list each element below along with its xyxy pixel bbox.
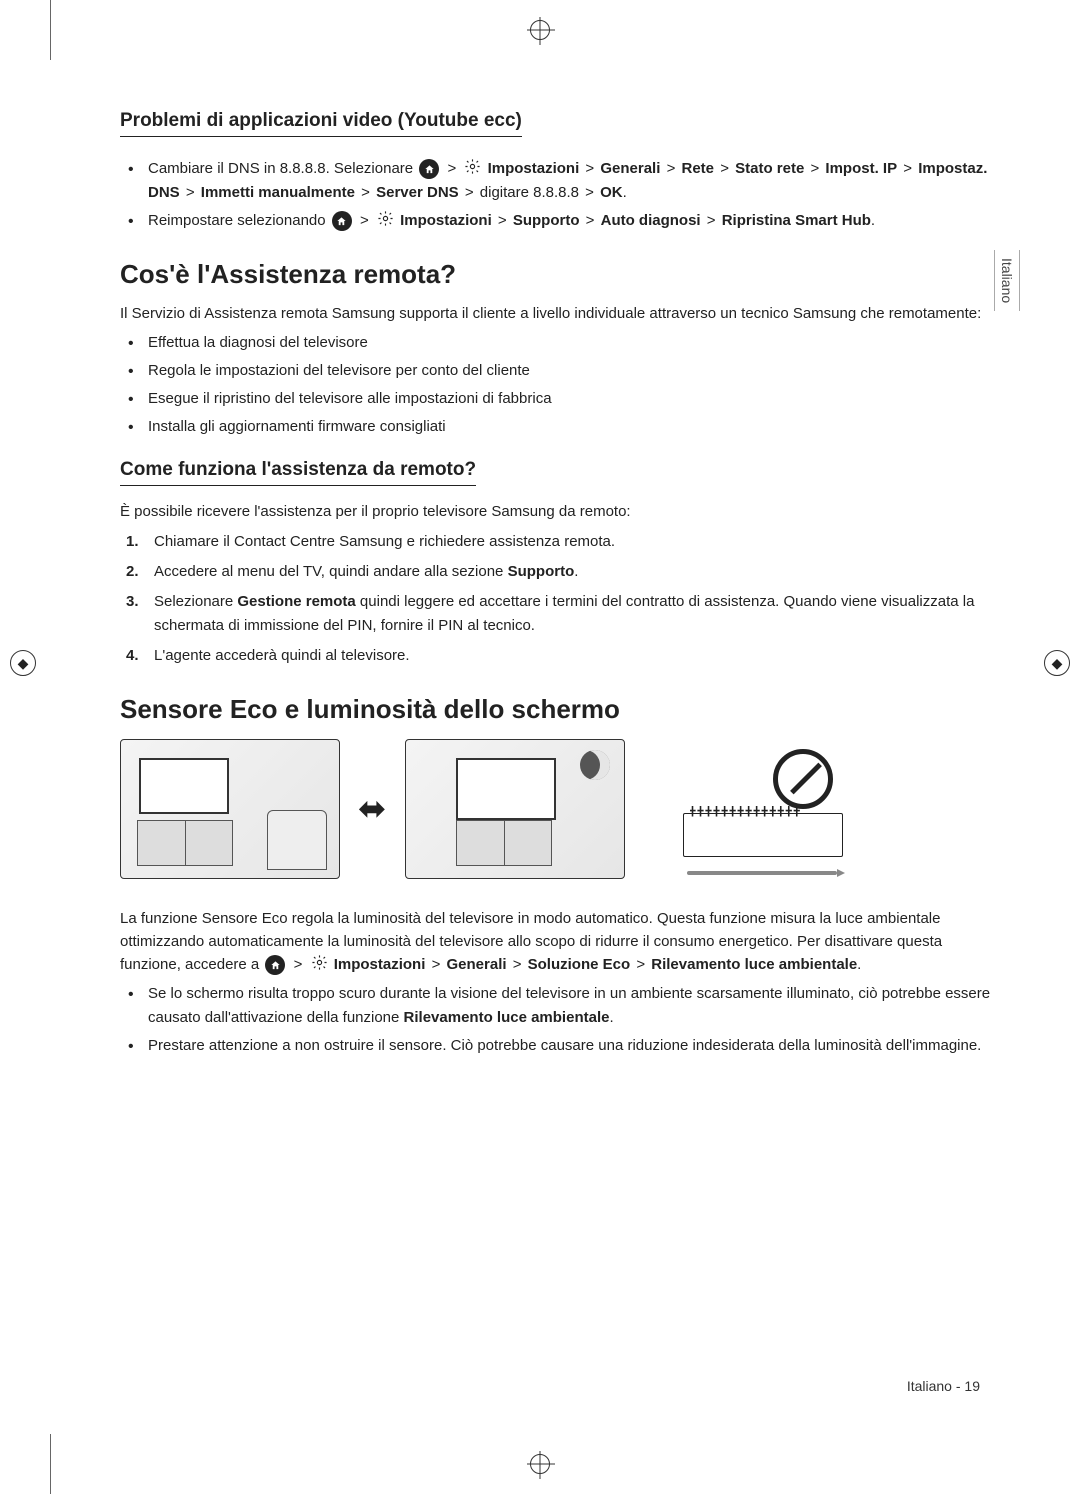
list-item: Regola le impostazioni del televisore pe… — [144, 359, 1000, 383]
path-seg: Auto diagnosi — [601, 212, 701, 229]
chevron: > — [361, 184, 370, 201]
step-item: Accedere al menu del TV, quindi andare a… — [144, 560, 1000, 584]
text: Selezionare — [154, 593, 237, 610]
list-item: Prestare attenzione a non ostruire il se… — [144, 1034, 1000, 1058]
chevron: > — [585, 160, 594, 177]
section-heading-eco-sensor: Sensore Eco e luminosità dello schermo — [120, 694, 1000, 725]
home-icon — [265, 955, 285, 975]
page-footer: Italiano - 19 — [907, 1378, 980, 1394]
registration-mark — [1044, 650, 1070, 676]
home-icon — [332, 211, 352, 231]
text: digitare 8.8.8.8 — [480, 184, 583, 201]
section-heading-how-remote: Come funziona l'assistenza da remoto? — [120, 459, 476, 486]
double-arrow-icon: ⬌ — [358, 789, 387, 829]
path-seg: Server DNS — [376, 184, 459, 201]
path-seg: Rilevamento luce ambientale — [651, 956, 857, 973]
illustration-dark-room — [405, 739, 625, 879]
paragraph: Il Servizio di Assistenza remota Samsung… — [120, 302, 1000, 325]
step-item: Chiamare il Contact Centre Samsung e ric… — [144, 530, 1000, 554]
illustration-row: ⬌ — [120, 739, 1000, 879]
chevron: > — [294, 956, 303, 973]
chevron: > — [720, 160, 729, 177]
gear-icon — [377, 210, 394, 235]
bold-text: Supporto — [508, 563, 575, 580]
gear-icon — [464, 158, 481, 183]
step-item: L'agente accederà quindi al televisore. — [144, 644, 1000, 668]
path-seg: Impostazioni — [334, 956, 426, 973]
list-item: Effettua la diagnosi del televisore — [144, 331, 1000, 355]
list-item: Se lo schermo risulta troppo scuro duran… — [144, 982, 1000, 1030]
path-seg: Impostazioni — [400, 212, 492, 229]
step-item: Selezionare Gestione remota quindi legge… — [144, 590, 1000, 638]
chevron: > — [360, 212, 369, 229]
path-seg: Generali — [600, 160, 660, 177]
list-item: Reimpostare selezionando > Impostazioni … — [144, 209, 1000, 233]
registration-mark — [530, 1454, 550, 1474]
crop-guide — [50, 0, 51, 60]
text: . — [609, 1009, 613, 1026]
chevron: > — [667, 160, 676, 177]
path-seg: Immetti manualmente — [201, 184, 355, 201]
home-icon — [419, 159, 439, 179]
text: . — [574, 563, 578, 580]
path-seg: Stato rete — [735, 160, 804, 177]
list-item: Cambiare il DNS in 8.8.8.8. Selezionare … — [144, 157, 1000, 205]
chevron: > — [810, 160, 819, 177]
illustration-do-not-block — [653, 739, 873, 879]
crop-guide — [50, 1434, 51, 1494]
section-heading-video-problems: Problemi di applicazioni video (Youtube … — [120, 110, 522, 137]
text: Cambiare il DNS in 8.8.8.8. Selezionare — [148, 160, 417, 177]
chevron: > — [447, 160, 456, 177]
chevron: > — [903, 160, 912, 177]
chevron: > — [432, 956, 441, 973]
text: Accedere al menu del TV, quindi andare a… — [154, 563, 508, 580]
registration-mark — [10, 650, 36, 676]
paragraph: È possibile ricevere l'assistenza per il… — [120, 500, 1000, 523]
bold-text: Rilevamento luce ambientale — [404, 1009, 610, 1026]
chevron: > — [186, 184, 195, 201]
text: Reimpostare selezionando — [148, 212, 330, 229]
chevron: > — [513, 956, 522, 973]
path-seg: Generali — [447, 956, 507, 973]
chevron: > — [465, 184, 474, 201]
path-seg: Impost. IP — [825, 160, 897, 177]
chevron: > — [585, 184, 594, 201]
path-seg: Rete — [682, 160, 715, 177]
gear-icon — [311, 954, 328, 978]
list-item: Installa gli aggiornamenti firmware cons… — [144, 415, 1000, 439]
path-seg: Supporto — [513, 212, 580, 229]
chevron: > — [498, 212, 507, 229]
chevron: > — [636, 956, 645, 973]
list-item: Esegue il ripristino del televisore alle… — [144, 387, 1000, 411]
path-seg: Impostazioni — [488, 160, 580, 177]
chevron: > — [707, 212, 716, 229]
section-heading-remote-assist: Cos'è l'Assistenza remota? — [120, 259, 1000, 290]
path-seg: OK — [600, 184, 623, 201]
paragraph: La funzione Sensore Eco regola la lumino… — [120, 907, 1000, 977]
bold-text: Gestione remota — [237, 593, 355, 610]
path-seg: Ripristina Smart Hub — [722, 212, 871, 229]
chevron: > — [586, 212, 595, 229]
path-seg: Soluzione Eco — [528, 956, 631, 973]
registration-mark — [530, 20, 550, 40]
illustration-bright-room — [120, 739, 340, 879]
language-tab: Italiano — [994, 250, 1020, 311]
